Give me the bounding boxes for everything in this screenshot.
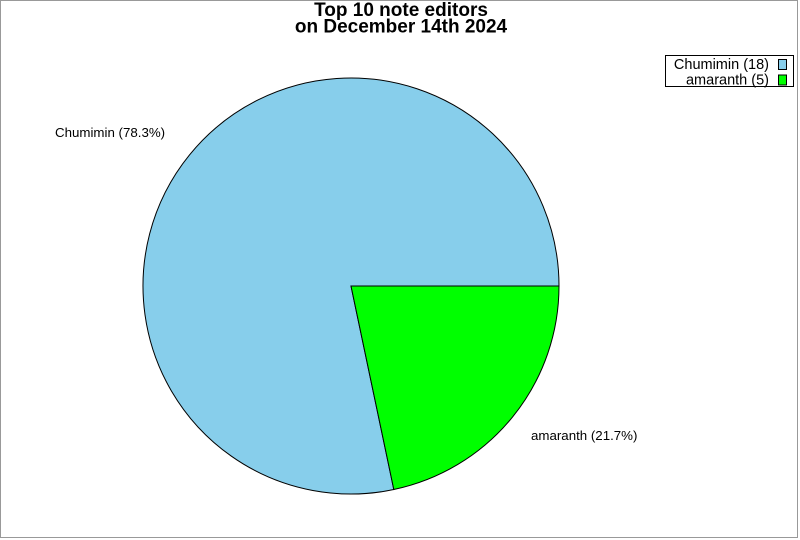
svg-text:Chumimin (18): Chumimin (18): [674, 57, 769, 73]
svg-text:amaranth (5): amaranth (5): [686, 73, 769, 89]
